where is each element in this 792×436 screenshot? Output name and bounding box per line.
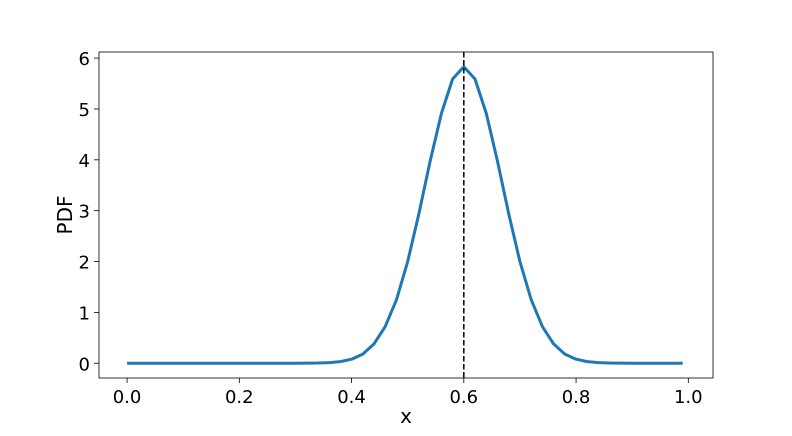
y-tick-label: 0 xyxy=(79,354,90,375)
y-tick-label: 2 xyxy=(79,253,90,274)
x-tick-label: 0.8 xyxy=(562,387,591,408)
y-tick-label: 5 xyxy=(79,100,90,121)
y-tick-label: 1 xyxy=(79,303,90,324)
x-tick-label: 0.6 xyxy=(449,387,478,408)
plot-frame xyxy=(98,51,714,379)
y-tick-label: 6 xyxy=(79,49,90,70)
x-tick-label: 0.4 xyxy=(337,387,366,408)
x-tick-label: 1.0 xyxy=(674,387,703,408)
x-tick-label: 0.0 xyxy=(113,387,142,408)
y-tick-label: 4 xyxy=(79,151,90,172)
y-tick-label: 3 xyxy=(79,202,90,223)
x-axis-label: x xyxy=(400,404,412,428)
y-axis-label: PDF xyxy=(53,196,77,235)
pdf-curve xyxy=(127,65,683,365)
x-tick-label: 0.2 xyxy=(225,387,254,408)
